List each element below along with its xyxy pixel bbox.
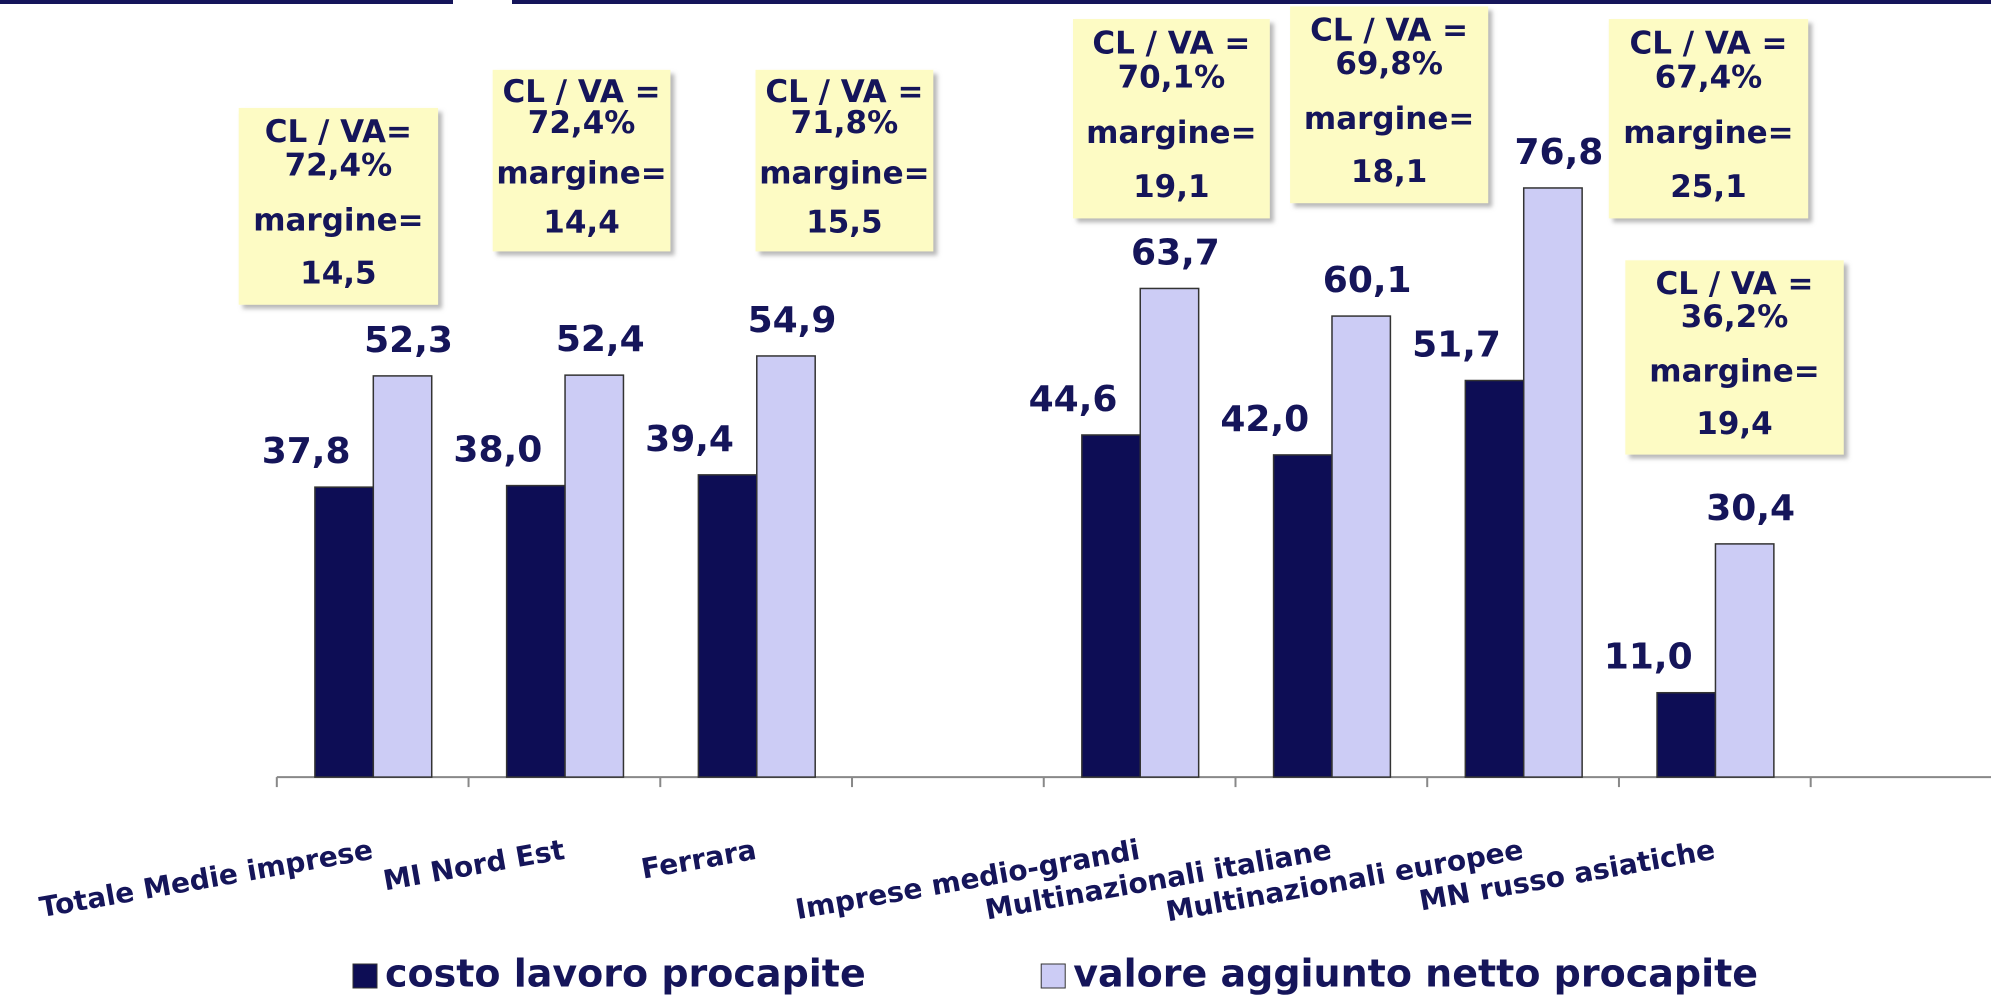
annotation-text: CL / VA = bbox=[1629, 25, 1787, 61]
value-label: 39,4 bbox=[645, 419, 734, 460]
annotation-text: 71,8% bbox=[791, 105, 899, 141]
annotation-text: 25,1 bbox=[1670, 169, 1747, 205]
bar bbox=[1522, 187, 1583, 778]
annotation-text: 14,5 bbox=[300, 256, 377, 292]
annotation-box bbox=[492, 69, 671, 252]
annotation-text: margine= bbox=[759, 156, 929, 192]
value-label: 38,0 bbox=[453, 430, 542, 471]
annotation-box bbox=[755, 69, 934, 252]
annotation-text: CL / VA = bbox=[1310, 12, 1468, 48]
annotation-text: CL / VA = bbox=[1092, 25, 1250, 61]
annotation-text: margine= bbox=[1086, 115, 1256, 151]
annotation-box bbox=[1072, 19, 1270, 219]
annotation-text: margine= bbox=[1304, 101, 1474, 137]
annotation-text: CL / VA = bbox=[765, 74, 923, 110]
annotation-text: 18,1 bbox=[1351, 154, 1428, 190]
bar bbox=[1464, 379, 1525, 778]
value-label: 52,4 bbox=[556, 319, 645, 360]
annotation-text: CL / VA= bbox=[265, 114, 412, 150]
annotation-text: 15,5 bbox=[806, 205, 883, 241]
annotation-box bbox=[238, 107, 439, 305]
annotation-text: 69,8% bbox=[1335, 46, 1443, 82]
annotation-text: margine= bbox=[1623, 115, 1793, 151]
header-rule bbox=[512, 0, 1991, 4]
value-label: 63,7 bbox=[1131, 232, 1220, 273]
annotation-text: 70,1% bbox=[1118, 59, 1226, 95]
bar bbox=[1656, 691, 1717, 778]
annotation-text: margine= bbox=[496, 156, 666, 192]
value-label: 51,7 bbox=[1412, 325, 1501, 366]
header-rule bbox=[0, 0, 453, 4]
annotation-text: 72,4% bbox=[528, 105, 636, 141]
legend-label: costo lavoro procapite bbox=[385, 952, 866, 996]
legend-swatch bbox=[1040, 963, 1066, 989]
bar bbox=[1081, 434, 1142, 778]
annotation-text: 36,2% bbox=[1681, 299, 1789, 335]
bar bbox=[1714, 543, 1775, 778]
value-label: 76,8 bbox=[1515, 132, 1604, 173]
bar bbox=[1331, 315, 1392, 778]
bar bbox=[505, 484, 566, 778]
legend-swatch bbox=[352, 963, 378, 989]
bar bbox=[372, 375, 433, 778]
value-label: 52,3 bbox=[364, 320, 453, 361]
annotation-text: 19,4 bbox=[1696, 406, 1773, 442]
annotation-box bbox=[1608, 19, 1809, 219]
value-label: 37,8 bbox=[262, 431, 351, 472]
value-label: 11,0 bbox=[1604, 637, 1693, 678]
bar bbox=[564, 374, 625, 778]
bar bbox=[314, 486, 375, 778]
annotation-box bbox=[1625, 260, 1844, 455]
annotation-text: CL / VA = bbox=[1655, 266, 1813, 302]
annotation-text: 19,1 bbox=[1133, 169, 1210, 205]
annotation-text: 67,4% bbox=[1655, 59, 1763, 95]
annotation-text: margine= bbox=[253, 203, 423, 239]
value-label: 54,9 bbox=[748, 300, 837, 341]
value-label: 42,0 bbox=[1220, 399, 1309, 440]
x-tick-label: Ferrara bbox=[639, 833, 759, 886]
x-tick-label: Totale Medie imprese bbox=[37, 833, 375, 924]
bar bbox=[1272, 454, 1333, 778]
bar bbox=[756, 355, 816, 778]
value-label: 30,4 bbox=[1706, 488, 1795, 529]
annotation-text: CL / VA = bbox=[503, 74, 661, 110]
value-label: 44,6 bbox=[1029, 379, 1118, 420]
annotation-text: 72,4% bbox=[285, 147, 393, 183]
annotation-text: margine= bbox=[1649, 353, 1819, 389]
annotation-box bbox=[1290, 6, 1489, 204]
bar bbox=[697, 474, 758, 778]
x-tick-label: MI Nord Est bbox=[381, 833, 567, 897]
legend-label: valore aggiunto netto procapite bbox=[1073, 952, 1758, 996]
value-label: 60,1 bbox=[1323, 260, 1412, 301]
bar bbox=[1139, 287, 1200, 778]
annotation-text: 14,4 bbox=[543, 205, 620, 241]
